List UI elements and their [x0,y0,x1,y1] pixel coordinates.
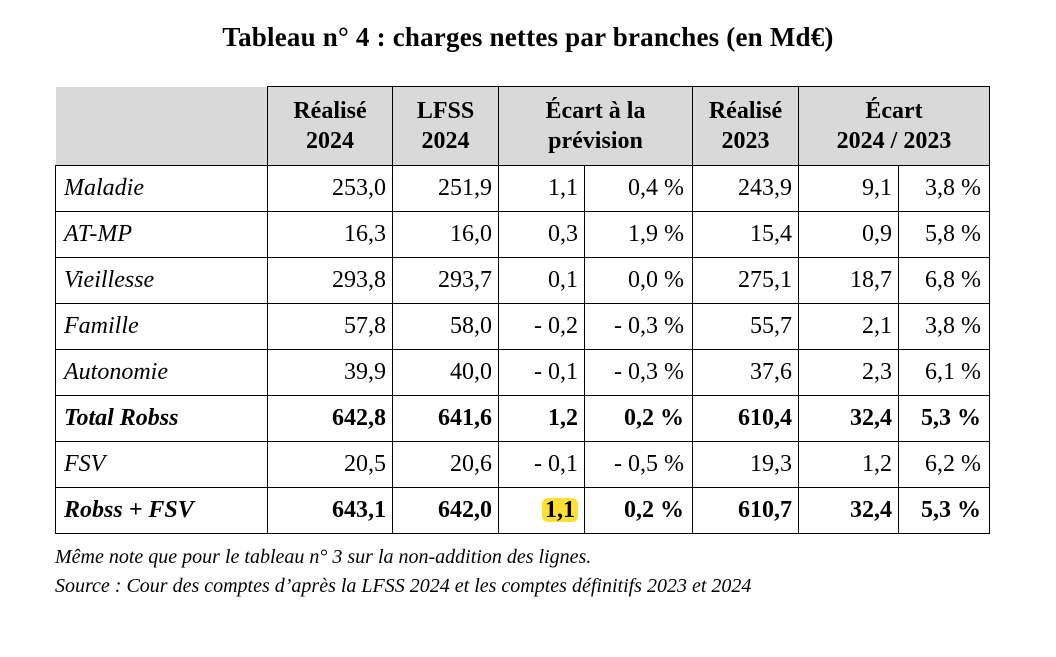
cell-realise-2024: 39,9 [267,349,393,396]
cell-lfss-2024: 642,0 [392,487,499,534]
table-row: Robss + FSV 643,1 642,0 1,1 0,2 % 610,7 32,4 5,… [55,487,990,534]
cell-ecart-2024-2023: 1,2 [798,441,899,488]
cell-lfss-2024: 293,7 [392,257,499,304]
row-label: Vieillesse [55,257,268,304]
table-row: Autonomie 39,9 40,0- 0,1- 0,3 % 37,6 2,3 6,1 … [55,349,990,396]
cell-ecart-prevision: - 0,1 [498,441,585,488]
cell-realise-2023: 37,6 [692,349,799,396]
cell-realise-2023: 610,4 [692,395,799,442]
row-label: FSV [55,441,268,488]
cell-ecart-prevision: - 0,1 [498,349,585,396]
table-row: Vieillesse 293,8 293,7 0,1 0,0 % 275,1 18,7 6,8… [55,257,990,304]
charges-table: Réalisé 2024 LFSS 2024 Écart à la prévision… [55,86,990,534]
cell-ecart-2024-2023-pct: 3,8 % [898,165,990,212]
cell-ecart-prevision-pct: - 0,5 % [584,441,693,488]
cell-ecart-2024-2023: 9,1 [798,165,899,212]
cell-ecart-2024-2023: 2,3 [798,349,899,396]
cell-ecart-2024-2023: 2,1 [798,303,899,350]
cell-lfss-2024: 641,6 [392,395,499,442]
cell-realise-2023: 15,4 [692,211,799,258]
cell-ecart-prevision-pct: 0,4 % [584,165,693,212]
cell-realise-2023: 275,1 [692,257,799,304]
cell-ecart-prevision: 1,2 [498,395,585,442]
table-title: Tableau n° 4 : charges nettes par branch… [222,22,834,52]
header-realise-2023: Réalisé 2023 [692,86,799,166]
cell-realise-2024: 57,8 [267,303,393,350]
row-label: AT-MP [55,211,268,258]
cell-ecart-prevision-pct: - 0,3 % [584,349,693,396]
header-lfss-2024: LFSS 2024 [392,86,499,166]
highlighted-value: 1,1 [542,498,578,522]
cell-ecart-2024-2023-pct: 6,2 % [898,441,990,488]
header-row: Réalisé 2024 LFSS 2024 Écart à la prévision… [55,86,990,166]
table-row: AT-MP 16,3 16,0 0,3 1,9 % 15,4 0,9 5,8 % [55,211,990,258]
cell-realise-2024: 16,3 [267,211,393,258]
table-row: Total Robss 642,8 641,6 1,2 0,2 % 610,4 32,4 5,… [55,395,990,442]
row-label: Famille [55,303,268,350]
cell-ecart-prevision: 1,1 [498,165,585,212]
cell-realise-2023: 55,7 [692,303,799,350]
cell-lfss-2024: 16,0 [392,211,499,258]
cell-realise-2024: 20,5 [267,441,393,488]
cell-ecart-2024-2023: 18,7 [798,257,899,304]
header-ecart-prevision: Écart à la prévision [498,86,693,166]
cell-ecart-prevision-pct: 0,2 % [584,487,693,534]
cell-realise-2024: 642,8 [267,395,393,442]
header-realise-2024: Réalisé 2024 [267,86,393,166]
cell-ecart-2024-2023-pct: 6,1 % [898,349,990,396]
cell-ecart-2024-2023-pct: 6,8 % [898,257,990,304]
cell-lfss-2024: 40,0 [392,349,499,396]
cell-ecart-prevision: 1,1 [498,487,585,534]
cell-ecart-prevision: 0,1 [498,257,585,304]
header-ecart-2024-2023: Écart 2024 / 2023 [798,86,990,166]
cell-realise-2023: 610,7 [692,487,799,534]
cell-ecart-prevision-pct: 1,9 % [584,211,693,258]
note-line: Même note que pour le tableau n° 3 sur l… [55,546,592,568]
header-blank-cell [55,86,268,166]
cell-ecart-prevision-pct: 0,2 % [584,395,693,442]
cell-realise-2024: 253,0 [267,165,393,212]
cell-realise-2023: 19,3 [692,441,799,488]
cell-ecart-2024-2023: 0,9 [798,211,899,258]
row-label: Total Robss [55,395,268,442]
cell-ecart-2024-2023: 32,4 [798,487,899,534]
table-row: Maladie 253,0 251,9 1,1 0,4 % 243,9 9,1 3,8 % [55,165,990,212]
table-notes: Même note que pour le tableau n° 3 sur l… [55,543,751,601]
cell-ecart-2024-2023-pct: 5,3 % [898,395,990,442]
cell-ecart-prevision: - 0,2 [498,303,585,350]
cell-ecart-2024-2023-pct: 5,3 % [898,487,990,534]
row-label: Autonomie [55,349,268,396]
cell-lfss-2024: 251,9 [392,165,499,212]
cell-ecart-prevision-pct: 0,0 % [584,257,693,304]
cell-ecart-prevision: 0,3 [498,211,585,258]
row-label: Robss + FSV [55,487,268,534]
cell-ecart-prevision-pct: - 0,3 % [584,303,693,350]
table-row: FSV 20,5 20,6- 0,1- 0,5 % 19,3 1,2 6,2 % [55,441,990,488]
source-line: Source : Cour des comptes d’après la LFS… [55,575,752,597]
cell-ecart-2024-2023-pct: 3,8 % [898,303,990,350]
row-label: Maladie [55,165,268,212]
cell-lfss-2024: 20,6 [392,441,499,488]
table-row: Famille 57,8 58,0- 0,2- 0,3 % 55,7 2,1 3,8 % [55,303,990,350]
cell-realise-2024: 293,8 [267,257,393,304]
cell-ecart-2024-2023-pct: 5,8 % [898,211,990,258]
cell-ecart-2024-2023: 32,4 [798,395,899,442]
cell-lfss-2024: 58,0 [392,303,499,350]
cell-realise-2024: 643,1 [267,487,393,534]
cell-realise-2023: 243,9 [692,165,799,212]
